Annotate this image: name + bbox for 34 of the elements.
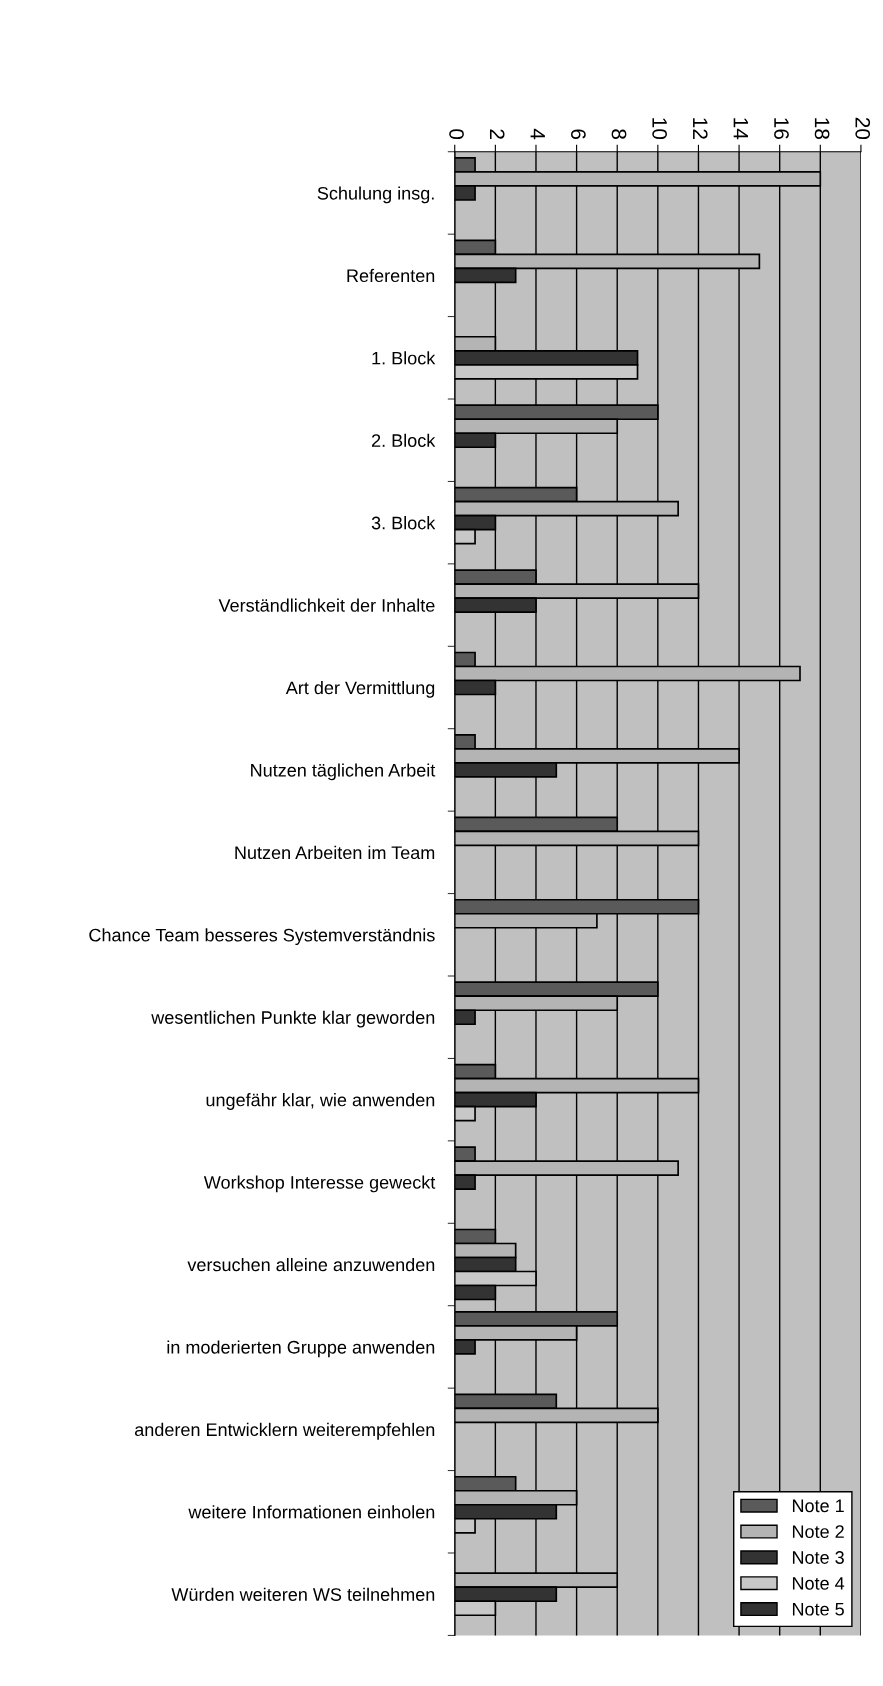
x-tick-label: 8 [611, 129, 627, 140]
y-tick-label: Verständlichkeit der Inhalte [218, 598, 435, 612]
x-tick-label: 12 [693, 118, 708, 139]
y-tick-label: Schulung insg. [317, 186, 434, 204]
legend-label: Note 1 [792, 1499, 844, 1513]
y-tick-label: Art der Vermittlung [285, 680, 435, 698]
y-tick-label: Workshop Interesse geweckt [203, 1175, 436, 1193]
x-tick-label: 10 [652, 118, 667, 140]
x-tick-label: 18 [814, 118, 830, 140]
y-tick-label: weitere Informationen einholen [188, 1505, 435, 1519]
legend-label: Note 2 [792, 1525, 844, 1539]
y-tick-label: in moderierten Gruppe anwenden [167, 1340, 435, 1358]
y-tick-label: Nutzen Arbeiten im Team [235, 845, 435, 860]
x-tick-label: 20 [855, 117, 871, 140]
y-tick-label: versuchen alleine anzuwenden [187, 1257, 435, 1272]
y-tick-label: 1. Block [372, 351, 436, 365]
x-tick-label: 16 [774, 118, 789, 140]
y-tick-label: Nutzen täglichen Arbeit [251, 763, 436, 781]
y-tick-label: anderen Entwicklern weiterempfehlen [135, 1422, 435, 1440]
y-tick-label: ungefähr klar, wie anwenden [206, 1093, 435, 1110]
legend-label: Note 4 [792, 1577, 845, 1590]
x-tick-label: 0 [449, 129, 464, 140]
x-tick-label: 2 [489, 129, 505, 139]
y-tick-label: Chance Team besseres Systemverständnis [89, 928, 435, 946]
x-tick-label: 14 [733, 118, 749, 140]
y-tick-label: Referenten [347, 268, 435, 283]
x-tick-label: 6 [571, 129, 586, 140]
x-tick-label: 4 [530, 128, 545, 140]
y-tick-label: 3. Block [371, 516, 436, 530]
y-tick-label: wesentlichen Punkte klar geworden [151, 1010, 435, 1028]
legend-label: Note 3 [792, 1551, 844, 1564]
y-tick-label: 2. Block [371, 433, 436, 447]
legend-label: Note 5 [792, 1603, 844, 1616]
y-tick-label: Würden weiteren WS teilnehmen [171, 1587, 435, 1601]
